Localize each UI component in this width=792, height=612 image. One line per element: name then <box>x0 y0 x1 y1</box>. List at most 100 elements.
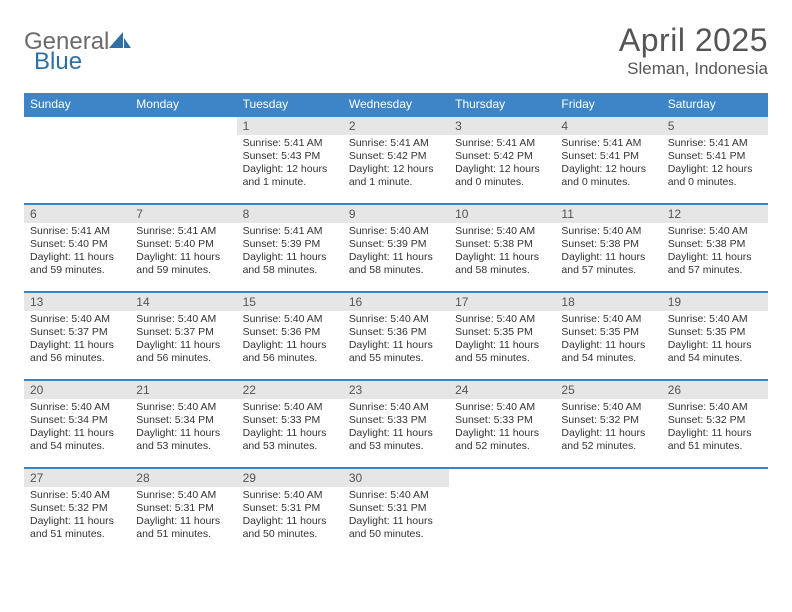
calendar-cell: 14Sunrise: 5:40 AMSunset: 5:37 PMDayligh… <box>130 292 236 380</box>
day-info: Sunrise: 5:40 AMSunset: 5:38 PMDaylight:… <box>449 223 555 284</box>
calendar-cell: 5Sunrise: 5:41 AMSunset: 5:41 PMDaylight… <box>662 116 768 204</box>
day-info: Sunrise: 5:40 AMSunset: 5:31 PMDaylight:… <box>343 487 449 548</box>
day-header: Tuesday <box>237 93 343 116</box>
sunrise-text: Sunrise: 5:40 AM <box>243 489 337 502</box>
calendar-cell <box>662 468 768 556</box>
calendar-table: SundayMondayTuesdayWednesdayThursdayFrid… <box>24 93 768 556</box>
day-number: 6 <box>24 205 130 223</box>
day-info: Sunrise: 5:40 AMSunset: 5:31 PMDaylight:… <box>237 487 343 548</box>
calendar-cell: 28Sunrise: 5:40 AMSunset: 5:31 PMDayligh… <box>130 468 236 556</box>
daylight-text: Daylight: 11 hours and 58 minutes. <box>349 251 443 277</box>
day-info: Sunrise: 5:40 AMSunset: 5:32 PMDaylight:… <box>555 399 661 460</box>
calendar-cell: 23Sunrise: 5:40 AMSunset: 5:33 PMDayligh… <box>343 380 449 468</box>
calendar-cell: 12Sunrise: 5:40 AMSunset: 5:38 PMDayligh… <box>662 204 768 292</box>
day-header: Friday <box>555 93 661 116</box>
sunrise-text: Sunrise: 5:41 AM <box>668 137 762 150</box>
daylight-text: Daylight: 11 hours and 56 minutes. <box>136 339 230 365</box>
sunset-text: Sunset: 5:36 PM <box>349 326 443 339</box>
sunrise-text: Sunrise: 5:40 AM <box>668 225 762 238</box>
sunrise-text: Sunrise: 5:40 AM <box>136 401 230 414</box>
daylight-text: Daylight: 11 hours and 52 minutes. <box>561 427 655 453</box>
day-number: 30 <box>343 469 449 487</box>
daylight-text: Daylight: 11 hours and 51 minutes. <box>30 515 124 541</box>
day-number: 12 <box>662 205 768 223</box>
sunrise-text: Sunrise: 5:41 AM <box>243 137 337 150</box>
sunrise-text: Sunrise: 5:40 AM <box>243 401 337 414</box>
sunset-text: Sunset: 5:39 PM <box>243 238 337 251</box>
daylight-text: Daylight: 12 hours and 1 minute. <box>349 163 443 189</box>
day-number: 26 <box>662 381 768 399</box>
day-header: Wednesday <box>343 93 449 116</box>
daylight-text: Daylight: 11 hours and 59 minutes. <box>136 251 230 277</box>
logo-word-2: Blue <box>34 48 82 76</box>
day-info: Sunrise: 5:41 AMSunset: 5:40 PMDaylight:… <box>24 223 130 284</box>
calendar-cell: 22Sunrise: 5:40 AMSunset: 5:33 PMDayligh… <box>237 380 343 468</box>
day-number: 21 <box>130 381 236 399</box>
calendar-cell: 26Sunrise: 5:40 AMSunset: 5:32 PMDayligh… <box>662 380 768 468</box>
sunset-text: Sunset: 5:33 PM <box>243 414 337 427</box>
sunrise-text: Sunrise: 5:41 AM <box>455 137 549 150</box>
sunrise-text: Sunrise: 5:40 AM <box>561 401 655 414</box>
day-info: Sunrise: 5:40 AMSunset: 5:35 PMDaylight:… <box>555 311 661 372</box>
calendar-week: 20Sunrise: 5:40 AMSunset: 5:34 PMDayligh… <box>24 380 768 468</box>
day-number: 11 <box>555 205 661 223</box>
sunset-text: Sunset: 5:34 PM <box>136 414 230 427</box>
calendar-cell: 30Sunrise: 5:40 AMSunset: 5:31 PMDayligh… <box>343 468 449 556</box>
day-number: 25 <box>555 381 661 399</box>
day-info: Sunrise: 5:41 AMSunset: 5:41 PMDaylight:… <box>662 135 768 196</box>
sunset-text: Sunset: 5:32 PM <box>561 414 655 427</box>
day-info: Sunrise: 5:40 AMSunset: 5:36 PMDaylight:… <box>343 311 449 372</box>
sunset-text: Sunset: 5:32 PM <box>668 414 762 427</box>
sunset-text: Sunset: 5:38 PM <box>561 238 655 251</box>
sunset-text: Sunset: 5:31 PM <box>349 502 443 515</box>
daylight-text: Daylight: 11 hours and 55 minutes. <box>349 339 443 365</box>
day-number: 7 <box>130 205 236 223</box>
calendar-cell: 29Sunrise: 5:40 AMSunset: 5:31 PMDayligh… <box>237 468 343 556</box>
daylight-text: Daylight: 11 hours and 53 minutes. <box>136 427 230 453</box>
day-number: 9 <box>343 205 449 223</box>
sunrise-text: Sunrise: 5:41 AM <box>136 225 230 238</box>
day-header: Thursday <box>449 93 555 116</box>
sunset-text: Sunset: 5:38 PM <box>668 238 762 251</box>
sunset-text: Sunset: 5:33 PM <box>349 414 443 427</box>
daylight-text: Daylight: 12 hours and 1 minute. <box>243 163 337 189</box>
day-info: Sunrise: 5:40 AMSunset: 5:33 PMDaylight:… <box>343 399 449 460</box>
sunset-text: Sunset: 5:37 PM <box>30 326 124 339</box>
calendar-cell: 8Sunrise: 5:41 AMSunset: 5:39 PMDaylight… <box>237 204 343 292</box>
sunrise-text: Sunrise: 5:40 AM <box>349 313 443 326</box>
sunrise-text: Sunrise: 5:40 AM <box>349 489 443 502</box>
day-info: Sunrise: 5:41 AMSunset: 5:39 PMDaylight:… <box>237 223 343 284</box>
day-info: Sunrise: 5:40 AMSunset: 5:36 PMDaylight:… <box>237 311 343 372</box>
daylight-text: Daylight: 11 hours and 52 minutes. <box>455 427 549 453</box>
day-info: Sunrise: 5:41 AMSunset: 5:42 PMDaylight:… <box>449 135 555 196</box>
day-header: Sunday <box>24 93 130 116</box>
day-info: Sunrise: 5:40 AMSunset: 5:32 PMDaylight:… <box>24 487 130 548</box>
calendar-cell: 17Sunrise: 5:40 AMSunset: 5:35 PMDayligh… <box>449 292 555 380</box>
sunset-text: Sunset: 5:38 PM <box>455 238 549 251</box>
calendar-cell: 10Sunrise: 5:40 AMSunset: 5:38 PMDayligh… <box>449 204 555 292</box>
header-right: April 2025 Sleman, Indonesia <box>619 22 768 79</box>
calendar-cell <box>449 468 555 556</box>
day-info: Sunrise: 5:40 AMSunset: 5:32 PMDaylight:… <box>662 399 768 460</box>
sunrise-text: Sunrise: 5:40 AM <box>30 489 124 502</box>
daylight-text: Daylight: 11 hours and 57 minutes. <box>561 251 655 277</box>
calendar-cell <box>24 116 130 204</box>
day-info: Sunrise: 5:40 AMSunset: 5:38 PMDaylight:… <box>662 223 768 284</box>
day-info: Sunrise: 5:41 AMSunset: 5:41 PMDaylight:… <box>555 135 661 196</box>
logo-sail-icon <box>109 30 131 55</box>
sunset-text: Sunset: 5:32 PM <box>30 502 124 515</box>
day-info: Sunrise: 5:40 AMSunset: 5:33 PMDaylight:… <box>449 399 555 460</box>
day-number: 8 <box>237 205 343 223</box>
day-info: Sunrise: 5:40 AMSunset: 5:39 PMDaylight:… <box>343 223 449 284</box>
sunrise-text: Sunrise: 5:40 AM <box>243 313 337 326</box>
sunrise-text: Sunrise: 5:40 AM <box>30 313 124 326</box>
sunset-text: Sunset: 5:37 PM <box>136 326 230 339</box>
daylight-text: Daylight: 12 hours and 0 minutes. <box>455 163 549 189</box>
day-number: 2 <box>343 117 449 135</box>
daylight-text: Daylight: 11 hours and 57 minutes. <box>668 251 762 277</box>
daylight-text: Daylight: 11 hours and 58 minutes. <box>243 251 337 277</box>
sunrise-text: Sunrise: 5:40 AM <box>455 225 549 238</box>
daylight-text: Daylight: 11 hours and 54 minutes. <box>30 427 124 453</box>
day-number: 14 <box>130 293 236 311</box>
sunset-text: Sunset: 5:36 PM <box>243 326 337 339</box>
